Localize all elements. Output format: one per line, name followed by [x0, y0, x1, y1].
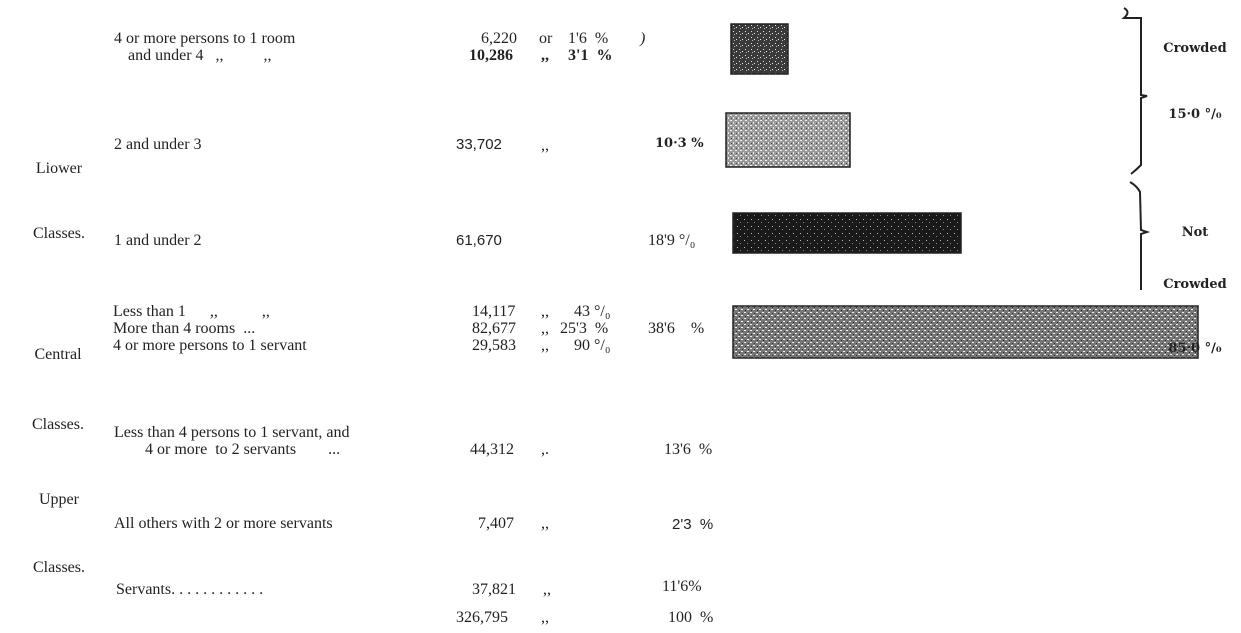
crowded-label: Crowded 15·0 °/₀ — [1163, 41, 1227, 122]
row-label: 4 or more persons to 1 servant — [113, 337, 307, 354]
row-percent: 43 °/₀ — [574, 303, 611, 320]
row-percent: 10·3 % — [655, 136, 704, 151]
row-percent: 11'6% — [662, 578, 702, 595]
row-count: 61,670 — [456, 232, 502, 249]
bar-3 — [732, 212, 962, 254]
bar-4 — [732, 305, 1199, 359]
row-percent: 1'6 % — [568, 30, 609, 47]
lower-classes-label: Liower Classes. — [33, 160, 85, 242]
row-connector: ,, — [543, 581, 551, 598]
bar-1 — [730, 23, 789, 75]
row-label: Servants. . . . . . . . . . . . — [116, 581, 264, 598]
row-label: 2 and under 3 — [114, 136, 202, 153]
row-percent: 25'3 % — [560, 320, 609, 337]
row-percent: 2'3 % — [672, 516, 714, 533]
upper-classes-label: Upper Classes. — [33, 491, 85, 576]
row-label: 4 or more persons to 1 room — [114, 30, 296, 47]
row-label: All others with 2 or more servants — [114, 515, 333, 532]
row-count: 6,220 — [481, 30, 517, 47]
row-count: 37,821 — [472, 581, 516, 598]
total-connector: ,, — [541, 609, 549, 626]
bar-2 — [725, 112, 851, 168]
row-connector: ,, — [541, 303, 549, 320]
row-count: 82,677 — [472, 320, 516, 337]
row-connector: ,. — [541, 441, 549, 458]
row-count: 10,286 — [469, 47, 513, 64]
row-connector: or — [539, 30, 553, 47]
row-percent: 3'1 % — [568, 47, 613, 64]
row-percent: 13'6 % — [664, 441, 713, 458]
total-percent: 100 % — [668, 609, 714, 626]
not-crowded-label: Not Crowded 85·0 °/₀ — [1163, 225, 1227, 356]
row-connector: ,, — [541, 515, 549, 532]
row-connector: ,, — [541, 47, 549, 64]
group-percent: 38'6 % — [648, 320, 705, 337]
central-classes-label: Central Classes. — [32, 346, 84, 433]
row-count: 33,702 — [456, 136, 502, 153]
row-label: and under 4 ,, ,, — [128, 47, 272, 64]
total-count: 326,795 — [456, 609, 508, 626]
row-label: Less than 1 ,, ,, — [113, 303, 270, 320]
row-count: 7,407 — [478, 515, 514, 532]
row-connector: ,, — [541, 320, 549, 337]
row-label: More than 4 rooms ... — [113, 320, 256, 337]
not-crowded-bracket — [1129, 181, 1151, 290]
row-label: Less than 4 persons to 1 servant, and — [114, 424, 350, 441]
row-label: 1 and under 2 — [114, 232, 202, 249]
row-count: 44,312 — [470, 441, 514, 458]
row-count: 14,117 — [472, 303, 516, 320]
row-label: 4 or more to 2 servants ... — [145, 441, 341, 458]
row-extra: ) — [640, 30, 646, 47]
row-percent: 18'9 °/₀ — [648, 232, 696, 249]
crowded-bracket — [1121, 7, 1148, 175]
row-connector: ,, — [541, 337, 549, 354]
row-percent: 90 °/₀ — [574, 337, 611, 354]
row-count: 29,583 — [472, 337, 516, 354]
row-connector: ,, — [541, 137, 549, 154]
